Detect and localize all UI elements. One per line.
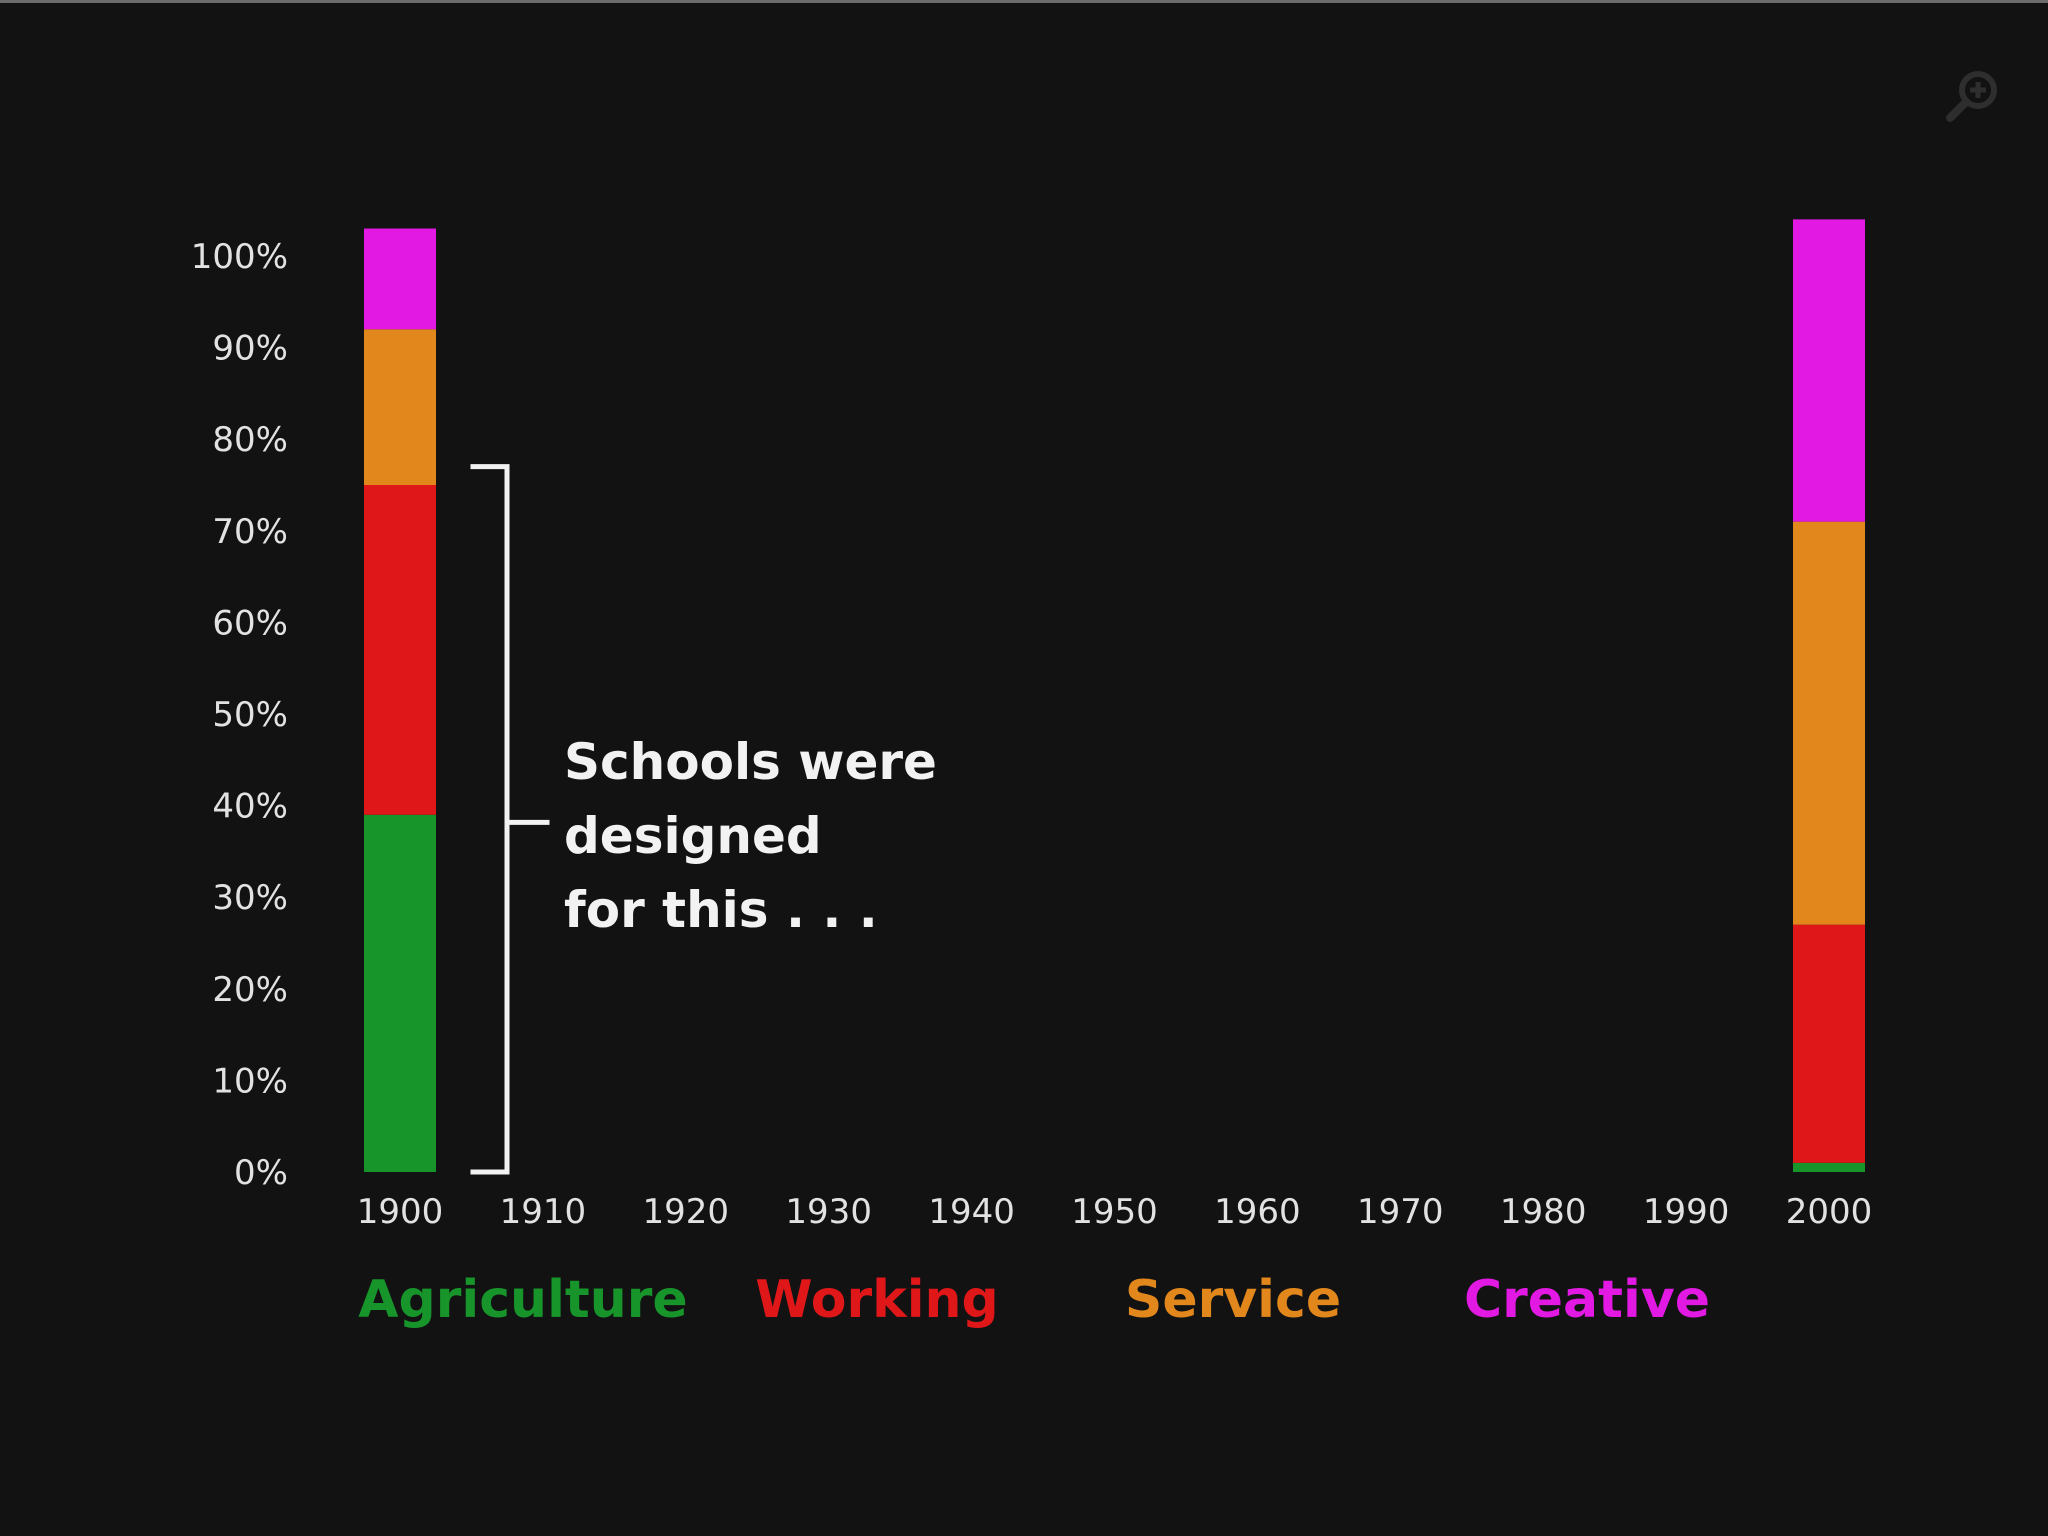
x-tick-label: 1940 — [928, 1192, 1015, 1232]
x-tick-label: 1950 — [1071, 1192, 1158, 1232]
bar-segment-service — [1793, 521, 1865, 925]
x-tick-label: 1980 — [1500, 1192, 1587, 1232]
y-tick-label: 30% — [212, 878, 288, 918]
x-tick-label: 2000 — [1786, 1192, 1873, 1232]
bar-segment-working — [364, 485, 436, 815]
bars — [364, 219, 1865, 1172]
x-axis-tick-labels: 1900 1910 1920 1930 1940 1950 1960 1970 1980 1990… — [357, 1192, 1873, 1232]
annotation-line: for this . . . — [564, 881, 878, 939]
legend-item-creative: Creative — [1464, 1270, 1710, 1330]
x-tick-label: 1930 — [785, 1192, 872, 1232]
y-tick-label: 0% — [234, 1153, 288, 1193]
x-tick-label: 1970 — [1357, 1192, 1444, 1232]
annotation-text: Schools were designed for this . . . — [564, 733, 937, 939]
y-tick-label: 100% — [191, 237, 288, 277]
x-tick-label: 1960 — [1214, 1192, 1301, 1232]
y-tick-label: 90% — [212, 329, 288, 369]
bar-segment-working — [1793, 924, 1865, 1163]
legend: Agriculture Working Service Creative — [358, 1270, 1710, 1330]
y-tick-label: 20% — [212, 970, 288, 1010]
x-tick-label: 1900 — [357, 1192, 444, 1232]
zoom-in-icon[interactable] — [1944, 66, 2004, 126]
y-tick-label: 50% — [212, 695, 288, 735]
legend-item-agriculture: Agriculture — [358, 1270, 687, 1330]
bar-segment-agriculture — [1793, 1162, 1865, 1172]
bar-segment-agriculture — [364, 814, 436, 1172]
x-tick-label: 1910 — [500, 1192, 587, 1232]
legend-item-service: Service — [1125, 1270, 1341, 1330]
annotation-bracket — [470, 464, 550, 1175]
y-tick-label: 10% — [212, 1061, 288, 1101]
x-tick-label: 1990 — [1643, 1192, 1730, 1232]
bar-segment-service — [364, 329, 436, 485]
bar-segment-creative — [1793, 219, 1865, 522]
y-tick-label: 60% — [212, 603, 288, 643]
bar-segment-creative — [364, 228, 436, 330]
y-tick-label: 40% — [212, 787, 288, 827]
annotation-line: designed — [564, 807, 822, 865]
top-edge — [0, 0, 2048, 3]
x-tick-label: 1920 — [643, 1192, 730, 1232]
annotation-line: Schools were — [564, 733, 937, 791]
y-tick-label: 70% — [212, 512, 288, 552]
bracket-line — [470, 464, 550, 1175]
legend-item-working: Working — [755, 1270, 999, 1330]
y-tick-label: 80% — [212, 420, 288, 460]
y-axis-tick-labels: 0% 10% 20% 30% 40% 50% 60% 70% 80% 90% 100% — [191, 237, 288, 1193]
